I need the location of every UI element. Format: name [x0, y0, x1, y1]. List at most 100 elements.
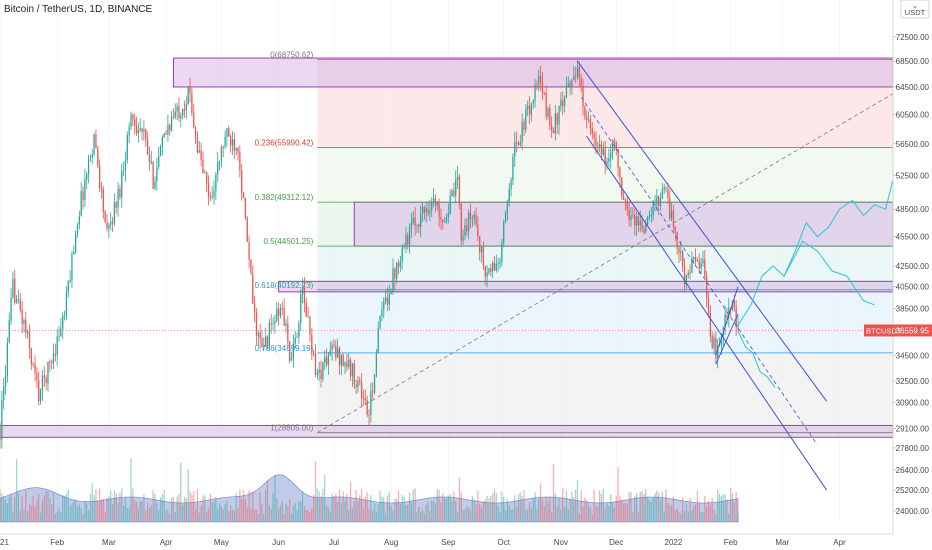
candle-body: [263, 346, 265, 348]
time-axis[interactable]: 2021 Feb Mar Apr May Jun Jul Aug Sep Oct Nov Dec 202…: [0, 533, 893, 550]
volume-bar: [242, 490, 245, 522]
volume-bar: [652, 497, 654, 522]
volume-bar: [301, 491, 304, 522]
volume-bar: [643, 493, 645, 522]
candle-body: [606, 161, 608, 165]
volume-bar: [80, 508, 82, 522]
volume-bar: [257, 513, 259, 522]
volume-bar: [261, 503, 263, 522]
time-axis-bg: [0, 534, 893, 550]
volume-bar: [497, 505, 499, 522]
candle-body: [418, 224, 420, 227]
candle-body: [290, 358, 293, 361]
volume-bar: [372, 510, 374, 522]
candle-body: [591, 128, 593, 134]
volume-bar: [218, 503, 221, 522]
candle-body: [344, 362, 346, 366]
candle-body: [593, 133, 595, 138]
volume-bar: [4, 499, 7, 522]
volume-bar: [145, 510, 147, 522]
candle-body: [324, 357, 326, 363]
candle-body: [598, 144, 601, 147]
volume-bar: [237, 507, 239, 522]
candle-body: [253, 303, 256, 313]
candle-body: [632, 215, 634, 217]
candle-body: [680, 251, 682, 253]
volume-bar: [6, 503, 9, 522]
volume-bar: [353, 501, 355, 522]
volume-bar: [399, 503, 402, 522]
candle-body: [115, 202, 117, 208]
time-tick-label: Feb: [724, 538, 738, 547]
candle-body: [410, 223, 413, 229]
volume-bar: [93, 495, 95, 522]
volume-bar: [198, 512, 200, 522]
volume-bar: [71, 503, 73, 522]
candle-body: [200, 150, 202, 160]
candle-body: [176, 106, 178, 112]
candle-body: [427, 208, 429, 214]
candle-body: [619, 167, 621, 179]
candle-body: [233, 139, 235, 151]
candle-body: [205, 171, 208, 183]
volume-bar: [541, 499, 544, 522]
volume-bar: [124, 496, 127, 522]
volume-bar: [224, 503, 226, 522]
candle-body: [325, 357, 328, 365]
candle-body: [626, 200, 628, 210]
volume-bar: [49, 498, 51, 522]
candle-body: [342, 354, 344, 366]
channel-lower-line: [586, 135, 827, 491]
price-axis[interactable]: 72500.00 68500.00 64500.00 60500.00 56500.00…: [892, 0, 932, 550]
volume-bar: [488, 498, 490, 522]
candle-body: [100, 187, 103, 190]
volume-bar: [161, 493, 164, 522]
candle-body: [159, 147, 162, 156]
currency-button[interactable]: ⌄ USDT: [900, 0, 930, 19]
candle-body: [628, 209, 630, 220]
candle-body: [226, 128, 228, 137]
volume-bar: [604, 508, 606, 522]
volume-bar: [689, 497, 691, 522]
drawing-tools[interactable]: [0, 60, 894, 491]
volume-bar: [229, 505, 232, 522]
candle-body: [257, 332, 259, 336]
candle-body: [355, 384, 357, 388]
volume-bar: [632, 512, 634, 522]
volume-bar: [348, 510, 350, 522]
price-tick-label: 40500.00: [896, 283, 930, 292]
candle-body: [255, 312, 258, 336]
candle-body: [475, 214, 477, 225]
candle-body: [122, 170, 125, 172]
candle-body: [416, 224, 418, 226]
candle-body: [578, 66, 580, 78]
volume-bar: [451, 501, 453, 522]
candle-body: [38, 380, 40, 402]
volume-bar: [493, 488, 496, 522]
volume-bar: [135, 501, 138, 522]
volume-bar: [163, 489, 165, 522]
volume-bar: [672, 496, 675, 522]
volume-bar: [137, 508, 140, 522]
candle-body: [643, 229, 645, 233]
volume-bar: [146, 502, 149, 522]
volume-bar: [183, 496, 186, 522]
candle-body: [641, 220, 643, 230]
candle-body: [479, 236, 481, 253]
candle-body: [311, 334, 313, 354]
candle-body: [362, 398, 365, 399]
candle-body: [102, 189, 104, 212]
volume-bar: [512, 508, 514, 522]
candle-body: [482, 246, 485, 266]
candle-body: [645, 224, 647, 233]
candle-body: [165, 133, 167, 135]
volume-bar: [196, 488, 199, 522]
volume-bar: [722, 493, 724, 522]
candle-body: [551, 125, 553, 132]
volume-bar: [573, 497, 575, 522]
candle-body: [296, 336, 298, 338]
candle-body: [656, 196, 658, 205]
volume-bar: [467, 507, 470, 522]
candle-body: [663, 187, 665, 190]
